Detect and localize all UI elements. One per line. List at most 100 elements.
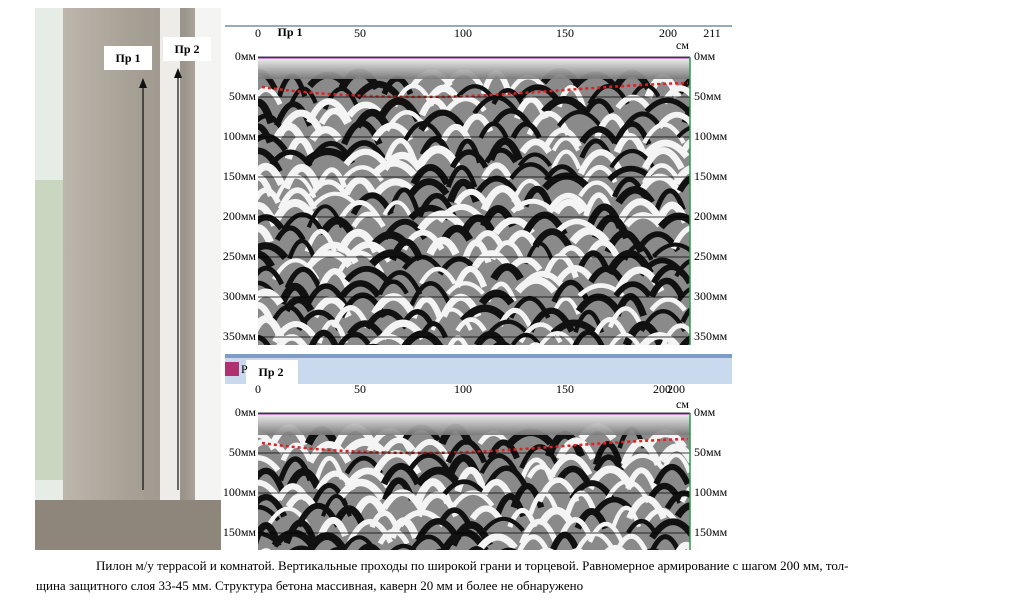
- reflection: [274, 225, 306, 242]
- reflection: [402, 121, 445, 143]
- reflection: [615, 186, 655, 205]
- reflection: [377, 279, 409, 295]
- reflection: [579, 126, 619, 145]
- reflection: [402, 309, 433, 325]
- x-tick-label: 0: [255, 382, 261, 396]
- reflection: [343, 148, 388, 167]
- reflection: [510, 332, 542, 345]
- depth-label-left: 100мм: [223, 129, 257, 143]
- reflection: [675, 541, 690, 550]
- reflection: [592, 441, 623, 466]
- reflection: [551, 136, 580, 152]
- reflection: [441, 479, 487, 497]
- reflection: [471, 250, 512, 269]
- reflection: [407, 452, 450, 472]
- reflection: [572, 329, 605, 345]
- depth-label-left: 350мм: [223, 329, 257, 343]
- reflection: [415, 466, 462, 487]
- reflection: [526, 464, 556, 479]
- reflection: [307, 532, 347, 550]
- reflection: [490, 107, 532, 127]
- caption-line: щина защитного слоя 33-45 мм. Структура …: [36, 578, 584, 593]
- reflection: [343, 437, 387, 456]
- reflection: [519, 138, 552, 155]
- reflection: [491, 88, 525, 106]
- reflection: [417, 210, 468, 233]
- depth-label-right: 150мм: [694, 525, 728, 539]
- reflection: [641, 147, 685, 171]
- reflection: [318, 268, 351, 289]
- depth-label-left: 50мм: [229, 89, 257, 103]
- reflection: [337, 331, 373, 345]
- reflection: [410, 164, 451, 186]
- reflection: [377, 528, 410, 545]
- reflection: [258, 455, 281, 473]
- depth-label-right: 300мм: [694, 289, 728, 303]
- reflection: [276, 334, 308, 345]
- reflection: [649, 534, 681, 550]
- reflection: [481, 478, 512, 496]
- reflection: [626, 518, 658, 535]
- reflection: [475, 175, 518, 194]
- photo: Пр 1 Пр 2: [35, 8, 221, 550]
- reflection: [371, 159, 417, 178]
- reflection: [654, 188, 686, 211]
- reflection: [382, 200, 412, 216]
- reflection: [382, 437, 416, 452]
- reflection: [488, 319, 529, 335]
- reflection: [454, 188, 489, 206]
- reflection: [258, 242, 289, 261]
- reflection: [289, 545, 314, 550]
- reflection: [556, 109, 603, 128]
- reflection: [621, 453, 665, 470]
- reflection: [303, 147, 352, 165]
- reflection: [258, 69, 278, 91]
- depth-label-right: 0мм: [694, 49, 716, 63]
- reflection: [307, 441, 352, 464]
- reflection: [284, 266, 322, 290]
- depth-label-right: 350мм: [694, 329, 728, 343]
- reflection: [490, 263, 524, 281]
- reflection: [577, 250, 610, 270]
- reflection: [551, 149, 582, 170]
- depth-label-left: 0мм: [235, 405, 257, 419]
- reflection: [679, 138, 690, 156]
- reflection: [484, 465, 529, 489]
- reflection: [673, 165, 690, 186]
- depth-label-left: 0мм: [235, 49, 257, 63]
- reflection: [480, 162, 513, 181]
- depth-label-right: 50мм: [694, 445, 722, 459]
- cover-line: [261, 81, 689, 99]
- reflection: [312, 191, 358, 207]
- reflection: [258, 133, 288, 152]
- x-tick-label: 200: [653, 382, 671, 396]
- reflection: [317, 516, 349, 538]
- reflection: [578, 180, 616, 198]
- reflection: [615, 94, 651, 110]
- reflection: [289, 86, 318, 104]
- reflection: [320, 216, 354, 234]
- reflection: [519, 518, 559, 545]
- reflection: [343, 176, 377, 196]
- reflection: [644, 97, 690, 114]
- reflection: [583, 98, 615, 115]
- reflection: [620, 439, 662, 466]
- reflection: [258, 480, 283, 503]
- reflection: [651, 263, 690, 285]
- depth-label-right: 250мм: [694, 249, 728, 263]
- reflection: [676, 125, 690, 139]
- radargram: [258, 413, 690, 550]
- reflection: [408, 439, 453, 464]
- reflection: [588, 265, 626, 284]
- radargram: [258, 57, 690, 345]
- reflection: [440, 124, 472, 142]
- reflection: [680, 307, 690, 324]
- reflection: [569, 226, 610, 245]
- x-unit: см: [676, 38, 689, 52]
- reflection: [482, 516, 525, 533]
- scan-label: Пр 2: [258, 365, 283, 379]
- reflection: [258, 265, 285, 286]
- reflection: [258, 467, 286, 494]
